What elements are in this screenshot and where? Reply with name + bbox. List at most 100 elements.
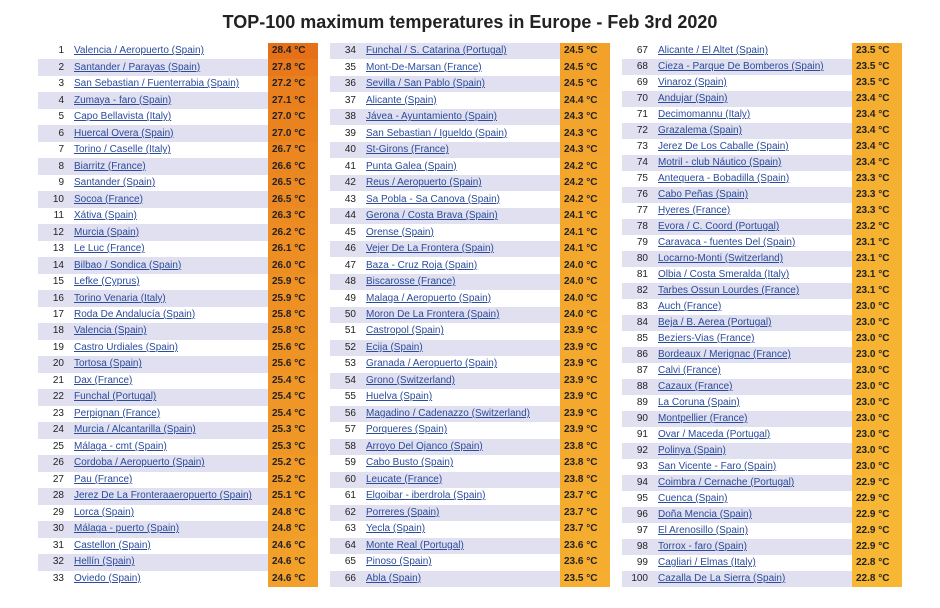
location-link[interactable]: Doña Mencia (Spain) — [658, 509, 752, 520]
location-link[interactable]: Funchal / S. Catarina (Portugal) — [366, 45, 507, 56]
location-link[interactable]: Grazalema (Spain) — [658, 125, 742, 136]
location-link[interactable]: Porreres (Spain) — [366, 507, 439, 518]
location-link[interactable]: Cabo Busto (Spain) — [366, 457, 453, 468]
location-link[interactable]: Santander (Spain) — [74, 177, 155, 188]
location-link[interactable]: San Sebastian / Igueldo (Spain) — [366, 128, 507, 139]
location-link[interactable]: Xátiva (Spain) — [74, 210, 137, 221]
location-link[interactable]: Reus / Aeropuerto (Spain) — [366, 177, 482, 188]
location-link[interactable]: Orense (Spain) — [366, 227, 434, 238]
location-link[interactable]: Lefke (Cyprus) — [74, 276, 140, 287]
location-link[interactable]: Tortosa (Spain) — [74, 358, 142, 369]
location-link[interactable]: Cagliari / Elmas (Italy) — [658, 557, 756, 568]
location-link[interactable]: Alicante (Spain) — [366, 95, 437, 106]
location-link[interactable]: Castellon (Spain) — [74, 540, 151, 551]
location-link[interactable]: Dax (France) — [74, 375, 132, 386]
location-link[interactable]: Málaga - puerto (Spain) — [74, 523, 179, 534]
location-link[interactable]: Vinaroz (Spain) — [658, 77, 727, 88]
location-link[interactable]: Cuenca (Spain) — [658, 493, 727, 504]
location-link[interactable]: Beja / B. Aerea (Portugal) — [658, 317, 771, 328]
location-link[interactable]: Socoa (France) — [74, 194, 143, 205]
location-link[interactable]: Cordoba / Aeropuerto (Spain) — [74, 457, 205, 468]
location-link[interactable]: Yecla (Spain) — [366, 523, 425, 534]
location-link[interactable]: Moron De La Frontera (Spain) — [366, 309, 499, 320]
location-link[interactable]: Torrox - faro (Spain) — [658, 541, 747, 552]
location-link[interactable]: Valencia (Spain) — [74, 325, 147, 336]
location-link[interactable]: Olbia / Costa Smeralda (Italy) — [658, 269, 789, 280]
location-link[interactable]: Coimbra / Cernache (Portugal) — [658, 477, 794, 488]
location-link[interactable]: St-Girons (France) — [366, 144, 449, 155]
location-link[interactable]: Sevilla / San Pablo (Spain) — [366, 78, 485, 89]
location-link[interactable]: Sa Pobla - Sa Canova (Spain) — [366, 194, 500, 205]
location-link[interactable]: Zumaya - faro (Spain) — [74, 95, 171, 106]
location-link[interactable]: Cazalla De La Sierra (Spain) — [658, 573, 785, 584]
location-link[interactable]: Capo Bellavista (Italy) — [74, 111, 171, 122]
location-link[interactable]: Murcia / Alcantarilla (Spain) — [74, 424, 196, 435]
location-link[interactable]: Cabo Peñas (Spain) — [658, 189, 748, 200]
location-link[interactable]: Elgoibar - iberdrola (Spain) — [366, 490, 486, 501]
location-link[interactable]: Andujar (Spain) — [658, 93, 727, 104]
location-link[interactable]: Monte Real (Portugal) — [366, 540, 464, 551]
location-link[interactable]: Torino / Caselle (Italy) — [74, 144, 171, 155]
location-link[interactable]: Castro Urdiales (Spain) — [74, 342, 178, 353]
location-link[interactable]: Malaga / Aeropuerto (Spain) — [366, 293, 491, 304]
location-link[interactable]: Ecija (Spain) — [366, 342, 423, 353]
location-link[interactable]: La Coruna (Spain) — [658, 397, 740, 408]
location-link[interactable]: Torino Venaria (Italy) — [74, 293, 166, 304]
location-link[interactable]: Polinya (Spain) — [658, 445, 726, 456]
location-link[interactable]: Granada / Aeropuerto (Spain) — [366, 358, 497, 369]
location-link[interactable]: Málaga - cmt (Spain) — [74, 441, 167, 452]
location-link[interactable]: Le Luc (France) — [74, 243, 145, 254]
location-link[interactable]: Lorca (Spain) — [74, 507, 134, 518]
location-link[interactable]: Vejer De La Frontera (Spain) — [366, 243, 494, 254]
location-link[interactable]: San Vicente - Faro (Spain) — [658, 461, 776, 472]
location-link[interactable]: Pinoso (Spain) — [366, 556, 432, 567]
location-link[interactable]: Evora / C. Coord (Portugal) — [658, 221, 779, 232]
location-link[interactable]: Hellín (Spain) — [74, 556, 135, 567]
location-link[interactable]: Montpellier (France) — [658, 413, 747, 424]
location-link[interactable]: Valencia / Aeropuerto (Spain) — [74, 45, 204, 56]
location-link[interactable]: Cieza - Parque De Bomberos (Spain) — [658, 61, 824, 72]
location-link[interactable]: Beziers-Vias (France) — [658, 333, 755, 344]
location-link[interactable]: Murcia (Spain) — [74, 227, 139, 238]
location-link[interactable]: Porqueres (Spain) — [366, 424, 447, 435]
location-link[interactable]: Motril - club Náutico (Spain) — [658, 157, 781, 168]
location-link[interactable]: Bordeaux / Merignac (France) — [658, 349, 791, 360]
location-link[interactable]: Huercal Overa (Spain) — [74, 128, 173, 139]
location-link[interactable]: Biarritz (France) — [74, 161, 146, 172]
location-link[interactable]: Castropol (Spain) — [366, 325, 444, 336]
location-link[interactable]: Arroyo Del Ojanco (Spain) — [366, 441, 483, 452]
location-link[interactable]: Roda De Andalucía (Spain) — [74, 309, 195, 320]
location-link[interactable]: Magadino / Cadenazzo (Switzerland) — [366, 408, 530, 419]
location-link[interactable]: Funchal (Portugal) — [74, 391, 156, 402]
location-link[interactable]: Baza - Cruz Roja (Spain) — [366, 260, 477, 271]
location-link[interactable]: Leucate (France) — [366, 474, 442, 485]
location-link[interactable]: Jávea - Ayuntamiento (Spain) — [366, 111, 497, 122]
location-link[interactable]: Alicante / El Altet (Spain) — [658, 45, 768, 56]
location-link[interactable]: Perpignan (France) — [74, 408, 160, 419]
location-link[interactable]: Jerez De La Fronteraaeropuerto (Spain) — [74, 490, 252, 501]
location-link[interactable]: Ovar / Maceda (Portugal) — [658, 429, 770, 440]
location-link[interactable]: Grono (Switzerland) — [366, 375, 455, 386]
location-link[interactable]: Abla (Spain) — [366, 573, 421, 584]
location-link[interactable]: Tarbes Ossun Lourdes (France) — [658, 285, 799, 296]
location-link[interactable]: Calvi (France) — [658, 365, 721, 376]
location-link[interactable]: Antequera - Bobadilla (Spain) — [658, 173, 789, 184]
location-link[interactable]: Auch (France) — [658, 301, 721, 312]
location-link[interactable]: Biscarosse (France) — [366, 276, 455, 287]
location-link[interactable]: Cazaux (France) — [658, 381, 732, 392]
location-link[interactable]: Oviedo (Spain) — [74, 573, 141, 584]
location-link[interactable]: Pau (France) — [74, 474, 132, 485]
location-link[interactable]: Punta Galea (Spain) — [366, 161, 457, 172]
location-link[interactable]: Jerez De Los Caballe (Spain) — [658, 141, 789, 152]
location-link[interactable]: Huelva (Spain) — [366, 391, 432, 402]
location-link[interactable]: El Arenosillo (Spain) — [658, 525, 748, 536]
location-link[interactable]: Santander / Parayas (Spain) — [74, 62, 200, 73]
location-link[interactable]: San Sebastian / Fuenterrabia (Spain) — [74, 78, 239, 89]
location-link[interactable]: Locarno-Monti (Switzerland) — [658, 253, 783, 264]
location-link[interactable]: Gerona / Costa Brava (Spain) — [366, 210, 498, 221]
location-link[interactable]: Hyeres (France) — [658, 205, 730, 216]
location-link[interactable]: Caravaca - fuentes Del (Spain) — [658, 237, 795, 248]
location-link[interactable]: Bilbao / Sondica (Spain) — [74, 260, 181, 271]
location-link[interactable]: Mont-De-Marsan (France) — [366, 62, 482, 73]
location-link[interactable]: Decimomannu (Italy) — [658, 109, 750, 120]
